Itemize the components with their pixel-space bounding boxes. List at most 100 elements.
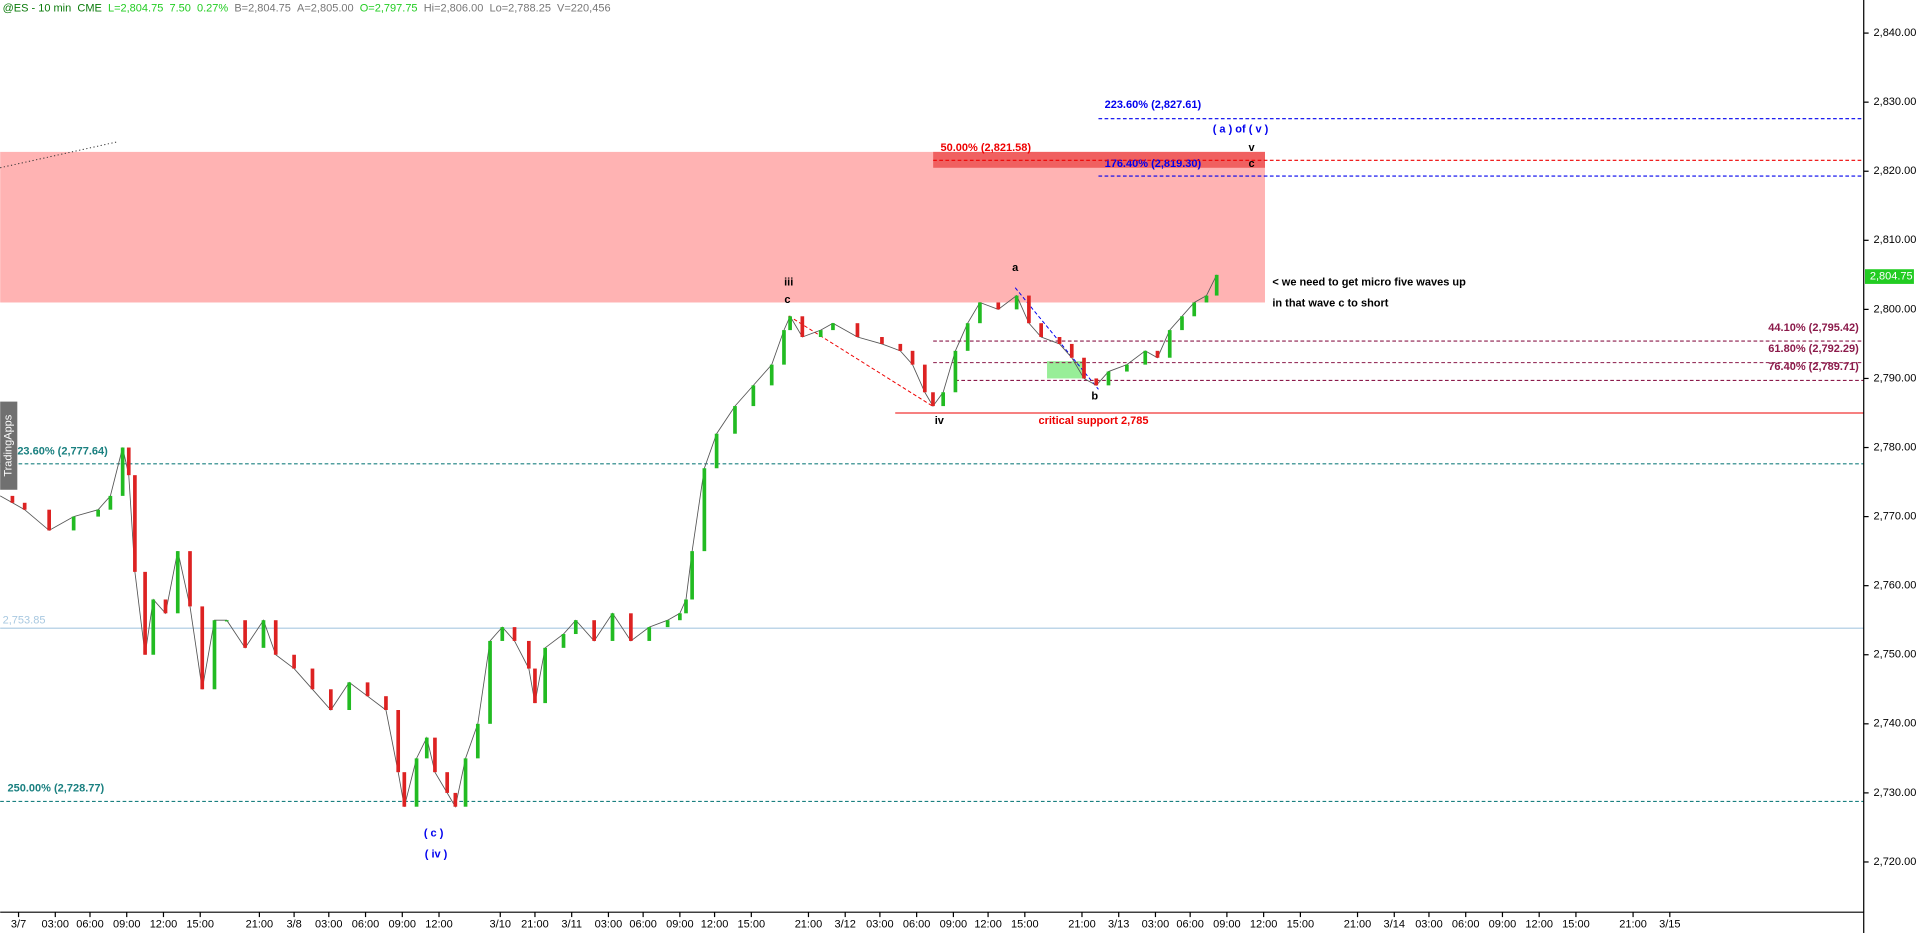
candle	[1057, 337, 1062, 344]
level-label: 250.00% (2,728.77)	[8, 782, 105, 794]
candle	[126, 447, 131, 476]
candle	[10, 495, 15, 503]
candle	[665, 620, 670, 628]
last-price-tag	[1864, 269, 1914, 284]
x-tick-label: 12:00	[1525, 918, 1553, 930]
candle	[120, 447, 125, 496]
x-tick-label: 06:00	[352, 918, 380, 930]
candle	[1167, 330, 1172, 358]
candle	[151, 599, 156, 655]
candle	[512, 627, 517, 641]
x-tick-label: 15:00	[1287, 918, 1315, 930]
wave-line	[788, 315, 934, 407]
level-label: 76.40% (2,789.71)	[1768, 361, 1859, 373]
x-tick-label: 09:00	[113, 918, 141, 930]
header-field: Lo=2,788.25	[489, 2, 550, 14]
level-label: 23.60% (2,777.64)	[17, 446, 108, 458]
annotation: < we need to get micro five waves up	[1272, 277, 1466, 289]
candle	[1014, 295, 1019, 310]
last-price-label: 2,804.75	[1870, 270, 1913, 282]
candle	[108, 495, 113, 510]
candle	[475, 723, 480, 759]
x-tick-label: 3/13	[1108, 918, 1129, 930]
x-tick-label: 06:00	[1452, 918, 1480, 930]
candle	[702, 468, 707, 552]
x-tick-label: 09:00	[940, 918, 968, 930]
x-tick-label: 12:00	[974, 918, 1002, 930]
x-tick-label: 06:00	[76, 918, 104, 930]
candle	[1204, 295, 1209, 303]
candle	[714, 433, 719, 469]
x-tick-label: 3/7	[11, 918, 26, 930]
candle	[1143, 350, 1148, 365]
level-label: 176.40% (2,819.30)	[1105, 158, 1202, 170]
candle	[424, 737, 429, 759]
x-tick-label: 06:00	[1176, 918, 1204, 930]
y-tick-label: 2,730.00	[1874, 787, 1917, 799]
candle	[629, 613, 633, 641]
y-tick-label: 2,770.00	[1874, 511, 1917, 523]
x-tick-label: 3/12	[834, 918, 855, 930]
candle	[782, 330, 786, 365]
candle	[1106, 371, 1111, 386]
x-tick-label: 12:00	[701, 918, 729, 930]
header-field: 7.50	[169, 2, 190, 14]
x-tick-label: 3/8	[286, 918, 301, 930]
wave-label: c	[784, 294, 790, 306]
wave-label: ( iv )	[425, 849, 448, 861]
x-tick-label: 15:00	[186, 918, 214, 930]
x-tick-label: 09:00	[666, 918, 694, 930]
level-label: critical support 2,785	[1038, 415, 1148, 427]
candle	[292, 654, 296, 669]
header-field: B=2,804.75	[234, 2, 291, 14]
zone	[1047, 361, 1084, 379]
candle	[996, 302, 1001, 310]
wave-label: a	[1012, 262, 1019, 274]
wave-label: iii	[784, 277, 793, 289]
wave-label: c	[1248, 158, 1254, 170]
y-tick-label: 2,740.00	[1874, 718, 1917, 730]
x-tick-label: 3/10	[490, 918, 511, 930]
x-tick-label: 15:00	[1011, 918, 1039, 930]
candle	[610, 613, 615, 641]
candle	[573, 620, 578, 635]
header: @ES - 10 min CME L=2,804.75 7.50 0.27% B=2,80…	[3, 2, 611, 14]
header-field: CME	[77, 2, 101, 14]
annotation: in that wave c to short	[1272, 298, 1388, 310]
x-tick-label: 03:00	[1142, 918, 1170, 930]
wave-label: v	[1248, 142, 1255, 154]
level-label: 44.10% (2,795.42)	[1768, 322, 1859, 334]
candle	[453, 792, 458, 807]
y-tick-label: 2,830.00	[1874, 96, 1917, 108]
x-tick-label: 09:00	[1489, 918, 1517, 930]
candle	[922, 364, 927, 393]
candle	[592, 620, 596, 641]
candle	[898, 343, 903, 351]
candle	[526, 640, 531, 669]
zone	[0, 151, 1265, 303]
level-label: 61.80% (2,792.29)	[1768, 343, 1859, 355]
x-tick-label: 21:00	[1344, 918, 1372, 930]
candle	[500, 627, 505, 641]
candle	[96, 509, 100, 517]
x-tick-label: 03:00	[315, 918, 343, 930]
y-tick-label: 2,800.00	[1874, 303, 1917, 315]
x-tick-label: 12:00	[425, 918, 453, 930]
candle	[488, 640, 492, 724]
candle	[200, 606, 205, 690]
candle	[224, 620, 229, 622]
candle	[273, 620, 278, 655]
candle	[965, 323, 970, 351]
candle	[22, 502, 27, 510]
trend-line	[0, 141, 117, 169]
candle	[1069, 343, 1074, 358]
candle	[678, 613, 682, 621]
candle	[310, 668, 315, 690]
y-tick-label: 2,820.00	[1874, 165, 1917, 177]
candle	[800, 316, 805, 338]
x-tick-label: 15:00	[1562, 918, 1590, 930]
y-tick-label: 2,790.00	[1874, 372, 1917, 384]
x-tick-label: 3/14	[1384, 918, 1405, 930]
candle	[751, 385, 756, 407]
